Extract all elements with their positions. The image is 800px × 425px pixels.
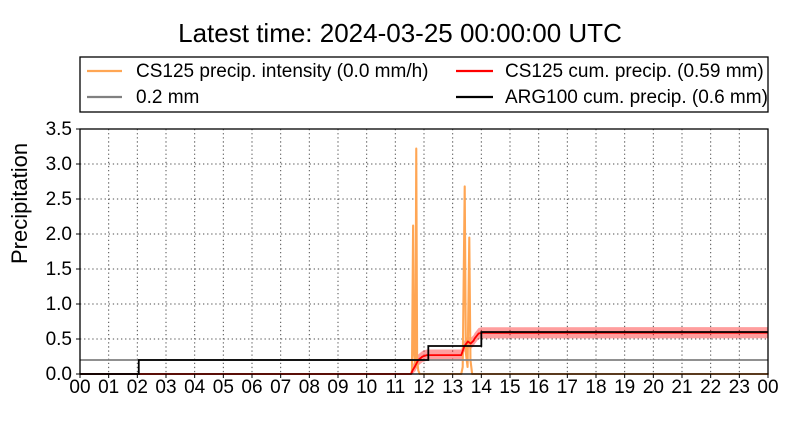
svg-text:11: 11: [385, 377, 405, 398]
svg-text:17: 17: [557, 377, 578, 398]
svg-text:22: 22: [700, 377, 721, 398]
svg-text:09: 09: [327, 377, 348, 398]
svg-text:16: 16: [528, 377, 549, 398]
svg-text:18: 18: [585, 377, 606, 398]
svg-text:0.5: 0.5: [46, 329, 72, 350]
svg-text:07: 07: [270, 377, 291, 398]
svg-text:10: 10: [356, 377, 377, 398]
svg-text:06: 06: [241, 377, 262, 398]
svg-text:2.0: 2.0: [46, 224, 72, 245]
svg-text:01: 01: [98, 377, 119, 398]
svg-text:1.0: 1.0: [46, 294, 72, 315]
svg-text:0.2 mm: 0.2 mm: [136, 87, 199, 108]
svg-text:1.5: 1.5: [46, 259, 72, 280]
svg-text:05: 05: [213, 377, 234, 398]
svg-text:03: 03: [155, 377, 176, 398]
svg-text:04: 04: [184, 377, 206, 398]
svg-text:3.0: 3.0: [46, 154, 72, 175]
svg-text:02: 02: [127, 377, 148, 398]
svg-text:12: 12: [413, 377, 434, 398]
svg-text:CS125 precip. intensity (0.0 m: CS125 precip. intensity (0.0 mm/h): [136, 61, 429, 82]
svg-text:15: 15: [499, 377, 520, 398]
svg-text:00: 00: [69, 377, 90, 398]
svg-text:2.5: 2.5: [46, 189, 72, 210]
svg-text:21: 21: [671, 377, 692, 398]
svg-text:ARG100 cum. precip. (0.6 mm): ARG100 cum. precip. (0.6 mm): [505, 87, 768, 108]
svg-text:13: 13: [442, 377, 463, 398]
svg-text:0.0: 0.0: [46, 364, 72, 385]
svg-text:20: 20: [643, 377, 664, 398]
svg-text:08: 08: [299, 377, 320, 398]
svg-text:00: 00: [757, 377, 778, 398]
svg-text:CS125 cum. precip. (0.59 mm): CS125 cum. precip. (0.59 mm): [505, 61, 764, 82]
svg-text:19: 19: [614, 377, 635, 398]
svg-text:23: 23: [729, 377, 750, 398]
svg-text:3.5: 3.5: [46, 119, 72, 140]
svg-text:14: 14: [471, 377, 493, 398]
